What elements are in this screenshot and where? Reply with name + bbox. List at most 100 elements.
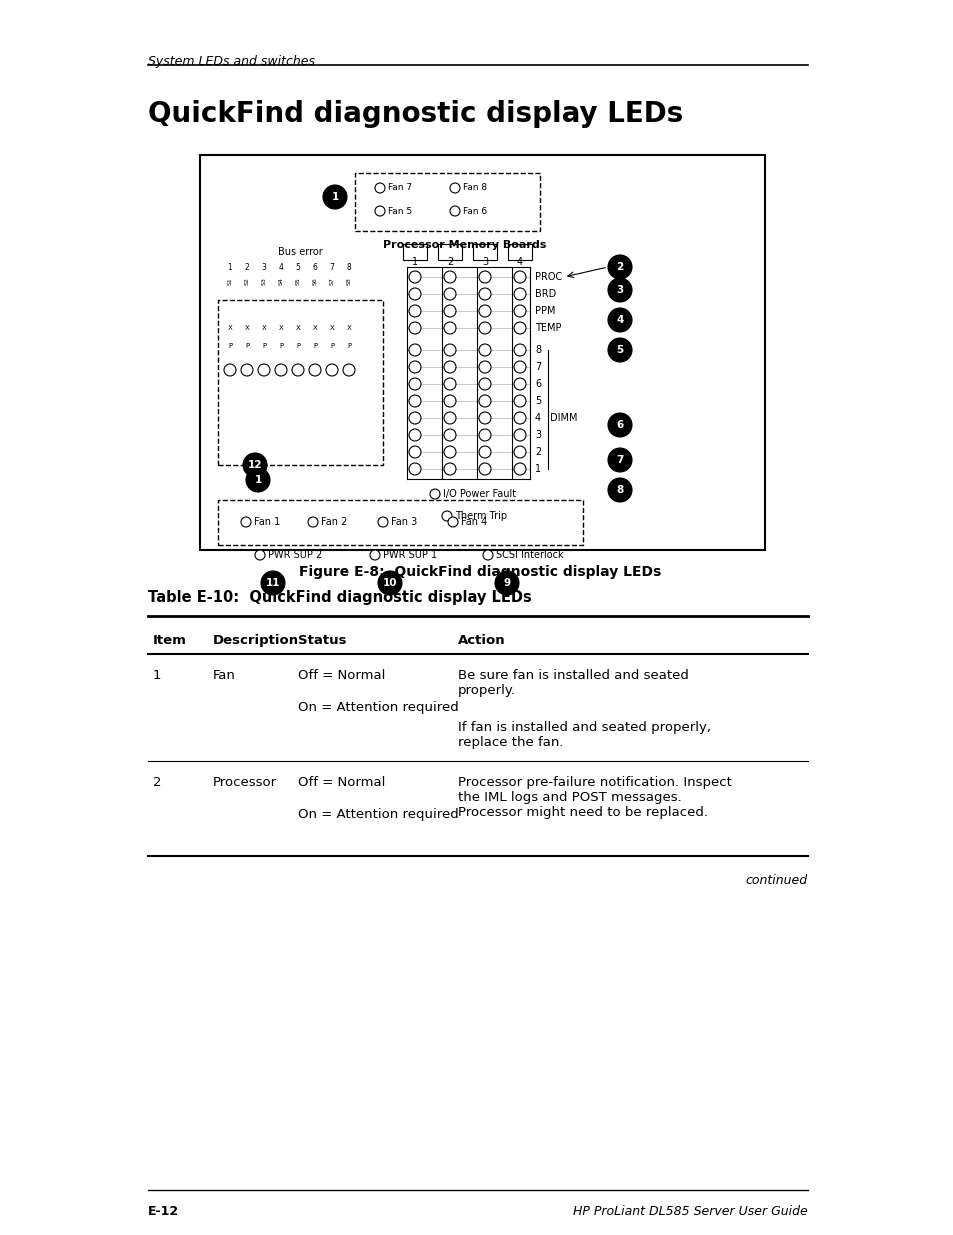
Text: 5: 5 xyxy=(616,345,623,354)
Text: 2: 2 xyxy=(152,776,161,789)
Circle shape xyxy=(323,185,347,209)
Circle shape xyxy=(607,278,631,303)
Circle shape xyxy=(308,517,317,527)
Text: Fan 7: Fan 7 xyxy=(388,184,412,193)
Text: 8: 8 xyxy=(346,263,351,272)
Text: X: X xyxy=(330,325,334,331)
Text: 3: 3 xyxy=(616,285,623,295)
Circle shape xyxy=(292,364,304,375)
Text: X: X xyxy=(244,325,249,331)
Text: 11: 11 xyxy=(266,578,280,588)
Circle shape xyxy=(514,412,525,424)
Text: On = Attention required: On = Attention required xyxy=(297,808,458,821)
Circle shape xyxy=(377,517,388,527)
Text: Bus error: Bus error xyxy=(278,247,322,257)
Circle shape xyxy=(243,453,267,477)
Text: Fan 5: Fan 5 xyxy=(388,206,412,215)
Text: S2: S2 xyxy=(244,277,250,285)
Circle shape xyxy=(482,550,493,559)
Circle shape xyxy=(274,364,287,375)
Text: 4: 4 xyxy=(616,315,623,325)
Circle shape xyxy=(254,550,265,559)
Text: P: P xyxy=(245,343,249,350)
Circle shape xyxy=(326,364,337,375)
Bar xyxy=(473,245,497,261)
Text: If fan is installed and seated properly,
replace the fan.: If fan is installed and seated properly,… xyxy=(457,721,710,748)
Text: P: P xyxy=(330,343,334,350)
Circle shape xyxy=(478,322,491,333)
Circle shape xyxy=(450,183,459,193)
Text: 1: 1 xyxy=(412,257,417,267)
Text: 2: 2 xyxy=(616,262,623,272)
Text: 8: 8 xyxy=(535,345,540,354)
Text: 2: 2 xyxy=(244,263,249,272)
Text: Status: Status xyxy=(297,634,346,647)
Bar xyxy=(437,245,461,261)
Circle shape xyxy=(607,448,631,472)
Text: Off = Normal: Off = Normal xyxy=(297,669,385,682)
Bar xyxy=(402,245,427,261)
Circle shape xyxy=(514,361,525,373)
Circle shape xyxy=(375,183,385,193)
Circle shape xyxy=(409,463,420,475)
Text: 2: 2 xyxy=(535,447,540,457)
Circle shape xyxy=(375,206,385,216)
Text: Processor: Processor xyxy=(213,776,276,789)
Circle shape xyxy=(409,305,420,317)
Text: Processor pre-failure notification. Inspect
the IML logs and POST messages.
Proc: Processor pre-failure notification. Insp… xyxy=(457,776,731,819)
Circle shape xyxy=(514,463,525,475)
Text: 8: 8 xyxy=(616,485,623,495)
Circle shape xyxy=(443,412,456,424)
Circle shape xyxy=(409,288,420,300)
Circle shape xyxy=(241,517,251,527)
Text: Table E-10:  QuickFind diagnostic display LEDs: Table E-10: QuickFind diagnostic display… xyxy=(148,590,531,605)
Circle shape xyxy=(409,412,420,424)
Circle shape xyxy=(478,446,491,458)
Text: 10: 10 xyxy=(382,578,396,588)
Text: P: P xyxy=(228,343,232,350)
Text: 5: 5 xyxy=(295,263,300,272)
Circle shape xyxy=(478,361,491,373)
Text: S3: S3 xyxy=(261,277,266,285)
Text: PROC: PROC xyxy=(535,272,561,282)
Circle shape xyxy=(607,478,631,501)
Text: 6: 6 xyxy=(616,420,623,430)
Text: X: X xyxy=(346,325,351,331)
Circle shape xyxy=(343,364,355,375)
Text: Fan 2: Fan 2 xyxy=(320,517,347,527)
Circle shape xyxy=(495,571,518,595)
Circle shape xyxy=(443,463,456,475)
Text: Fan 6: Fan 6 xyxy=(462,206,487,215)
Circle shape xyxy=(443,270,456,283)
Text: I/O Power Fault: I/O Power Fault xyxy=(442,489,516,499)
Circle shape xyxy=(478,378,491,390)
Text: E-12: E-12 xyxy=(148,1205,179,1218)
Text: HP ProLiant DL585 Server User Guide: HP ProLiant DL585 Server User Guide xyxy=(573,1205,807,1218)
Text: P: P xyxy=(313,343,316,350)
Circle shape xyxy=(514,288,525,300)
Text: X: X xyxy=(295,325,300,331)
Circle shape xyxy=(478,345,491,356)
Circle shape xyxy=(478,305,491,317)
Circle shape xyxy=(409,322,420,333)
Circle shape xyxy=(607,412,631,437)
Circle shape xyxy=(514,305,525,317)
Text: System LEDs and switches: System LEDs and switches xyxy=(148,56,314,68)
Bar xyxy=(507,245,532,261)
Text: 7: 7 xyxy=(329,263,335,272)
Circle shape xyxy=(514,322,525,333)
Text: Fan 4: Fan 4 xyxy=(460,517,487,527)
Circle shape xyxy=(257,364,270,375)
Text: P: P xyxy=(262,343,266,350)
Text: PWR SUP 1: PWR SUP 1 xyxy=(382,550,436,559)
Text: 12: 12 xyxy=(248,459,262,471)
Text: PPM: PPM xyxy=(535,306,555,316)
Circle shape xyxy=(409,361,420,373)
Text: QuickFind diagnostic display LEDs: QuickFind diagnostic display LEDs xyxy=(148,100,682,128)
Text: PWR SUP 2: PWR SUP 2 xyxy=(268,550,322,559)
Text: 3: 3 xyxy=(261,263,266,272)
Text: 3: 3 xyxy=(481,257,488,267)
Text: 4: 4 xyxy=(517,257,522,267)
Circle shape xyxy=(409,345,420,356)
Circle shape xyxy=(430,489,439,499)
